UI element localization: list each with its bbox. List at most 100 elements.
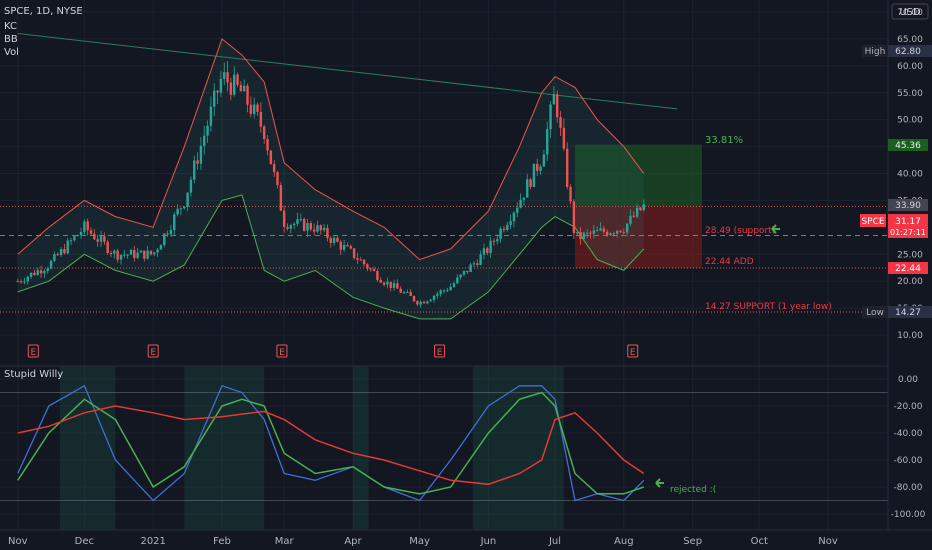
candle-body	[619, 230, 622, 233]
year-low-annotation: 14.27 SUPPORT (1 year low)	[705, 302, 832, 312]
time-tick: Aug	[614, 536, 634, 547]
candle-body	[252, 104, 256, 114]
candle-body	[213, 90, 216, 107]
target-value: 45.36	[895, 141, 921, 151]
candle-body	[459, 274, 462, 278]
candle-body	[542, 154, 546, 167]
candle-body	[139, 250, 143, 253]
osc-tick: -40.00	[893, 429, 922, 439]
candle-body	[389, 281, 392, 288]
indicator-bb[interactable]: BB	[4, 34, 18, 45]
candle-body	[286, 226, 289, 229]
candle-body	[259, 112, 263, 127]
time-tick: Nov	[8, 536, 28, 547]
trendline	[17, 33, 678, 110]
earnings-icon	[27, 344, 39, 358]
candle-body	[562, 127, 566, 149]
candle-body	[272, 164, 276, 173]
grid	[0, 0, 888, 530]
candle-body	[599, 228, 602, 231]
candle-body	[499, 228, 502, 240]
candle-body	[46, 268, 49, 272]
candle-body	[306, 223, 309, 231]
candle-body	[203, 135, 206, 146]
currency-button[interactable]	[891, 3, 929, 20]
candle-body	[266, 139, 269, 151]
candle-body	[589, 232, 592, 234]
target-tag: 45.36	[888, 139, 928, 151]
symbol-title[interactable]: SPCE, 1D, NYSE	[4, 6, 83, 17]
candle-body	[296, 219, 299, 224]
candle-body	[492, 240, 496, 242]
candle-body	[226, 72, 229, 83]
candle-body	[466, 270, 469, 272]
candle-body	[549, 104, 552, 130]
candle-body	[29, 272, 33, 277]
low-value: 14.27	[895, 308, 921, 318]
candle-body	[356, 257, 359, 260]
candle-body	[316, 225, 319, 232]
candle-body	[43, 271, 46, 274]
candle-body	[96, 239, 99, 242]
osc-tick: -20.00	[893, 402, 922, 412]
candle-body	[53, 254, 56, 261]
candle-body	[472, 263, 476, 265]
candle-body	[309, 223, 312, 230]
candle-body	[243, 85, 246, 92]
candle-body	[556, 94, 559, 118]
earnings-label: E	[437, 348, 443, 358]
osc-highlight	[352, 366, 369, 530]
time-tick: Jun	[480, 536, 497, 547]
candle-body	[153, 252, 156, 255]
earnings-icon	[147, 344, 159, 358]
candle-body	[372, 268, 376, 272]
candle-body	[113, 250, 116, 254]
support-annotation: 28.49 (support)	[705, 226, 775, 236]
candle-body	[149, 250, 153, 255]
candle-body	[336, 237, 339, 242]
candle-body	[249, 104, 253, 114]
oscillator-title[interactable]: Stupid Willy	[4, 369, 63, 380]
candle-body	[402, 292, 406, 294]
candle-body	[399, 288, 402, 293]
candle-body	[635, 207, 639, 217]
currency-label: USD	[899, 7, 921, 18]
candle-body	[179, 208, 183, 210]
candle-body	[136, 252, 139, 258]
candle-body	[615, 230, 619, 234]
candle-body	[209, 106, 213, 126]
candle-body	[99, 236, 103, 242]
candle-body	[642, 204, 645, 211]
slow-ma-line	[17, 405, 645, 486]
candle-body	[449, 286, 452, 291]
candle-body	[236, 74, 239, 85]
candle-body	[223, 72, 226, 79]
candle-body	[625, 223, 629, 233]
candle-body	[622, 232, 626, 234]
candle-body	[639, 207, 642, 211]
time-tick: Mar	[275, 536, 295, 547]
price-axis-ticks: 70.0065.0060.0055.0050.0045.0040.0035.00…	[897, 8, 923, 341]
low-tag: Low 14.27	[862, 306, 932, 318]
candle-body	[79, 231, 83, 236]
candle-body	[299, 218, 303, 220]
candle-body	[392, 283, 396, 288]
green-arrow-icon	[771, 224, 780, 234]
candle-body	[559, 117, 562, 128]
oscillator-highlights	[0, 366, 888, 530]
candle-body	[329, 238, 332, 243]
candle-body	[572, 201, 576, 234]
fast-ma-line	[17, 391, 645, 495]
indicator-kc[interactable]: KC	[4, 21, 17, 32]
candle-body	[566, 148, 569, 187]
indicator-vol[interactable]: Vol	[4, 47, 19, 58]
price-tick: 55.00	[897, 89, 923, 99]
price-tick: 60.00	[897, 62, 923, 72]
candle-body	[189, 179, 193, 193]
candle-body	[193, 160, 196, 180]
candle-body	[166, 233, 169, 235]
candle-body	[176, 208, 179, 215]
candle-body	[546, 129, 549, 155]
